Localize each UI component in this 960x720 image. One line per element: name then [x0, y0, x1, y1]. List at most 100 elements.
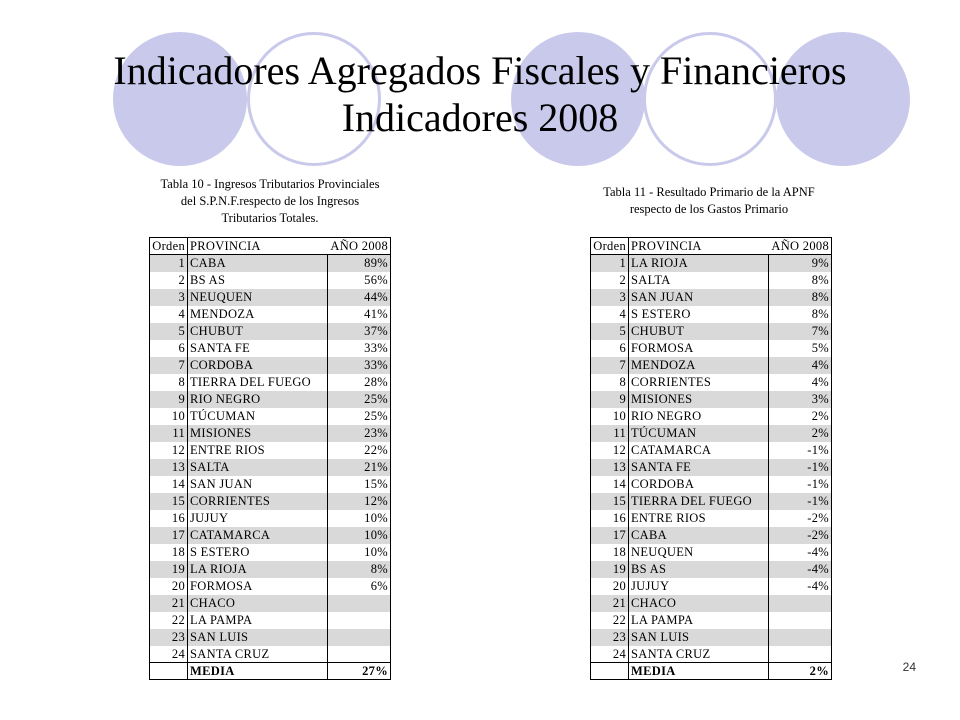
row-province: RIO NEGRO [628, 407, 769, 425]
decor-circle-filled [113, 32, 247, 166]
row-province: SALTA [628, 271, 769, 289]
row-province: SANTA FE [187, 339, 328, 357]
row-order: 1 [149, 254, 188, 272]
row-order: 12 [149, 441, 188, 459]
row-order: 4 [149, 305, 188, 323]
row-province: FORMOSA [628, 339, 769, 357]
row-value: 28% [327, 373, 391, 391]
row-province: CHUBUT [187, 322, 328, 340]
row-province: BS AS [628, 560, 769, 578]
row-province: NEUQUEN [628, 543, 769, 561]
row-province: CORRIENTES [187, 492, 328, 510]
table-row: 15 TIERRA DEL FUEGO -1% [590, 492, 832, 510]
row-order: 21 [590, 594, 629, 612]
row-province: ENTRE RIOS [628, 509, 769, 527]
row-order: 14 [590, 475, 629, 493]
table-row: 15 CORRIENTES 12% [149, 492, 391, 510]
row-value: -4% [768, 577, 832, 595]
table2-body: 1 LA RIOJA 9% 2 SALTA 8% 3 SAN JUAN 8% 4 S ESTERO 8… [590, 254, 832, 680]
row-province: CORRIENTES [628, 373, 769, 391]
table-row: 12 ENTRE RIOS 22% [149, 441, 391, 459]
row-order: 16 [590, 509, 629, 527]
table-row: 1 LA RIOJA 9% [590, 254, 832, 272]
table-row: 9 RIO NEGRO 25% [149, 390, 391, 408]
row-value: 23% [327, 424, 391, 442]
row-province: FORMOSA [187, 577, 328, 595]
row-province: JUJUY [187, 509, 328, 527]
header-order: Orden [149, 237, 188, 255]
row-value: 10% [327, 543, 391, 561]
table-row: 9 MISIONES 3% [590, 390, 832, 408]
table-row: 21 CHACO [149, 594, 391, 612]
row-province: SAN JUAN [187, 475, 328, 493]
row-value [327, 594, 391, 612]
table-row: 2 SALTA 8% [590, 271, 832, 289]
row-order: 5 [149, 322, 188, 340]
row-province: CABA [628, 526, 769, 544]
row-value: 7% [768, 322, 832, 340]
row-value: -1% [768, 458, 832, 476]
table-row: 11 TÚCUMAN 2% [590, 424, 832, 442]
table-row: 7 CORDOBA 33% [149, 356, 391, 374]
table-header-row: Orden PROVINCIA AÑO 2008 [149, 237, 391, 255]
table-row: 16 JUJUY 10% [149, 509, 391, 527]
table-row: 8 TIERRA DEL FUEGO 28% [149, 373, 391, 391]
row-value: 33% [327, 339, 391, 357]
row-order: 14 [149, 475, 188, 493]
row-province: LA PAMPA [628, 611, 769, 629]
row-order: 23 [590, 628, 629, 646]
row-value [768, 594, 832, 612]
row-province: JUJUY [628, 577, 769, 595]
header-province-label: PROVINCIA [631, 239, 702, 253]
row-province: TÚCUMAN [187, 407, 328, 425]
row-province: S ESTERO [628, 305, 769, 323]
table-row: 22 LA PAMPA [149, 611, 391, 629]
row-value: 21% [327, 458, 391, 476]
row-order: 9 [590, 390, 629, 408]
table-row: 20 FORMOSA 6% [149, 577, 391, 595]
row-province: SALTA [187, 458, 328, 476]
row-order: 2 [149, 271, 188, 289]
media-row: MEDIA 2% [590, 662, 832, 680]
row-province: TÚCUMAN [628, 424, 769, 442]
decor-circle-ring [247, 32, 381, 166]
table-row: 1 CABA 89% [149, 254, 391, 272]
row-province: BS AS [187, 271, 328, 289]
row-order: 21 [149, 594, 188, 612]
row-order: 11 [590, 424, 629, 442]
table-row: 14 SAN JUAN 15% [149, 475, 391, 493]
row-province: CABA [187, 254, 328, 272]
row-value: 8% [768, 271, 832, 289]
row-order: 20 [590, 577, 629, 595]
row-province: S ESTERO [187, 543, 328, 561]
row-order: 3 [590, 288, 629, 306]
row-order: 8 [590, 373, 629, 391]
slide-title: Indicadores Agregados Fiscales y Financi… [113, 48, 847, 93]
row-value: 37% [327, 322, 391, 340]
row-value: 2% [768, 424, 832, 442]
media-empty-cell [149, 662, 188, 680]
row-value: -1% [768, 441, 832, 459]
row-order: 11 [149, 424, 188, 442]
row-order: 20 [149, 577, 188, 595]
row-value: -4% [768, 543, 832, 561]
row-order: 5 [590, 322, 629, 340]
table-header-row: Orden PROVINCIA AÑO 2008 [590, 237, 832, 255]
table-row: 17 CABA -2% [590, 526, 832, 544]
row-order: 24 [590, 645, 629, 663]
row-value: 12% [327, 492, 391, 510]
row-order: 22 [590, 611, 629, 629]
table-row: 3 NEUQUEN 44% [149, 288, 391, 306]
row-value: 2% [768, 407, 832, 425]
table-row: 10 TÚCUMAN 25% [149, 407, 391, 425]
table-row: 13 SALTA 21% [149, 458, 391, 476]
table-row: 11 MISIONES 23% [149, 424, 391, 442]
row-value: 3% [768, 390, 832, 408]
row-order: 17 [149, 526, 188, 544]
table-row: 12 CATAMARCA -1% [590, 441, 832, 459]
row-province: CATAMARCA [187, 526, 328, 544]
row-province: MENDOZA [628, 356, 769, 374]
media-empty-cell [590, 662, 629, 680]
table-row: 8 CORRIENTES 4% [590, 373, 832, 391]
